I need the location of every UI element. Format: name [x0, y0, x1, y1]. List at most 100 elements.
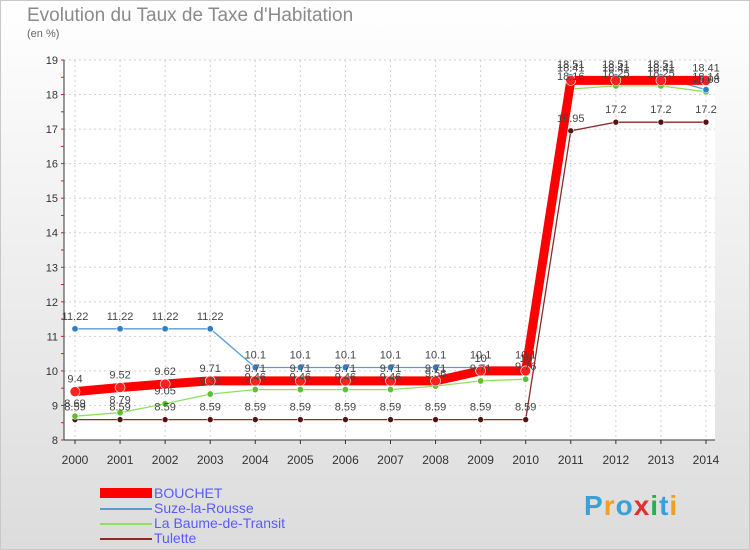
x-tick-label: 2011: [558, 453, 584, 467]
logo-letter: x: [633, 490, 651, 521]
data-label-la-baume-de-transit: 9.76: [515, 361, 536, 373]
data-label-tulette: 8.59: [470, 402, 491, 414]
data-label-suze-la-rousse: 18.51: [557, 59, 585, 71]
y-tick-label: 8: [52, 435, 58, 447]
data-point-tulette: [297, 416, 304, 423]
data-label-bouchet: 9.71: [425, 363, 446, 375]
data-label-bouchet: 9.71: [245, 363, 266, 375]
data-point-tulette: [522, 416, 530, 423]
data-label-suze-la-rousse: 11.22: [197, 311, 224, 323]
data-label-suze-la-rousse: 18.51: [602, 59, 630, 71]
data-point-suze-la-rousse: [341, 363, 349, 371]
data-label-suze-la-rousse: 10.1: [470, 349, 491, 361]
x-tick-label: 2005: [287, 453, 314, 467]
data-label-la-baume-de-transit: 9.71: [470, 363, 491, 375]
data-label-bouchet: 18.41: [557, 62, 585, 74]
legend-label-bouchet: BOUCHET: [154, 485, 223, 501]
legend-swatch-bouchet: [100, 488, 152, 498]
data-point-bouchet: [69, 386, 81, 397]
data-label-bouchet: 9.4: [67, 374, 82, 386]
data-label-la-baume-de-transit: 18.25: [602, 68, 630, 80]
data-label-suze-la-rousse: 11.22: [107, 311, 134, 323]
data-label-tulette: 17.2: [650, 104, 671, 116]
data-point-bouchet: [520, 365, 532, 377]
data-label-bouchet: 9.71: [335, 363, 356, 375]
data-point-la-baume-de-transit: [522, 375, 530, 383]
chart-title: Evolution du Taux de Taxe d'Habitation: [27, 5, 354, 26]
data-point-la-baume-de-transit: [206, 390, 214, 398]
data-point-bouchet: [204, 375, 216, 387]
data-label-suze-la-rousse: 10.1: [380, 349, 401, 361]
data-label-tulette: 8.59: [515, 402, 536, 414]
y-tick-label: 12: [46, 297, 58, 309]
data-point-suze-la-rousse: [71, 325, 79, 333]
y-tick-label: 11: [47, 331, 58, 343]
data-point-suze-la-rousse: [116, 325, 124, 333]
data-point-la-baume-de-transit: [161, 400, 169, 408]
data-label-bouchet: 10: [475, 353, 487, 365]
data-point-bouchet: [249, 375, 261, 387]
proxiti-logo: Proxiti: [584, 490, 678, 522]
y-tick-label: 18: [46, 90, 58, 102]
data-label-bouchet: 9.62: [154, 366, 175, 378]
x-tick-label: 2000: [62, 453, 89, 467]
data-label-suze-la-rousse: 11.22: [62, 311, 89, 323]
data-point-bouchet: [295, 375, 306, 387]
data-label-suze-la-rousse: 10.1: [290, 349, 311, 361]
data-point-la-baume-de-transit: [71, 412, 79, 420]
data-point-suze-la-rousse: [251, 363, 259, 371]
data-point-tulette: [161, 416, 169, 423]
data-point-la-baume-de-transit: [251, 386, 259, 394]
legend-swatch-suze-la-rousse: [100, 508, 152, 510]
data-label-la-baume-de-transit: 9.33: [200, 376, 221, 388]
x-tick-label: 2010: [512, 453, 539, 467]
data-label-la-baume-de-transit: 18.08: [692, 74, 720, 86]
data-label-bouchet: 9.71: [380, 363, 401, 375]
data-point-tulette: [432, 416, 439, 423]
x-tick-label: 2007: [377, 453, 404, 467]
data-point-tulette: [342, 416, 349, 423]
data-label-tulette: 8.59: [154, 402, 175, 414]
data-label-la-baume-de-transit: 9.46: [245, 372, 266, 384]
logo-letter: i: [650, 490, 660, 521]
data-point-tulette: [657, 118, 665, 126]
data-label-tulette: 8.59: [335, 402, 356, 414]
y-tick-label: 19: [46, 55, 58, 67]
data-point-suze-la-rousse: [296, 363, 304, 371]
data-point-suze-la-rousse: [432, 363, 440, 371]
logo-letter: i: [669, 490, 679, 521]
data-point-bouchet: [114, 382, 126, 393]
data-label-la-baume-de-transit: 18.25: [647, 68, 675, 80]
data-point-la-baume-de-transit: [341, 386, 349, 394]
data-label-bouchet: 9.52: [109, 369, 130, 381]
legend-label-la-baume-de-transit: La Baume-de-Transit: [154, 515, 285, 531]
data-point-bouchet: [159, 378, 171, 390]
data-point-tulette: [702, 118, 710, 126]
data-label-suze-la-rousse: 18.14: [692, 72, 720, 84]
y-tick-label: 10: [46, 366, 58, 378]
data-label-bouchet: 18.41: [692, 62, 720, 74]
data-point-tulette: [567, 127, 575, 135]
data-label-la-baume-de-transit: 8.79: [109, 395, 130, 407]
data-point-bouchet: [700, 75, 712, 86]
data-label-bouchet: 18.41: [602, 62, 630, 74]
logo-letter: o: [615, 490, 634, 521]
x-tick-label: 2008: [422, 453, 449, 467]
data-point-tulette: [477, 416, 484, 423]
data-label-bouchet: 9.71: [290, 363, 311, 375]
x-tick-label: 2004: [242, 453, 269, 467]
data-label-la-baume-de-transit: 9.56: [425, 368, 446, 380]
data-label-la-baume-de-transit: 9.46: [290, 372, 311, 384]
data-label-tulette: 8.59: [64, 402, 85, 414]
y-tick-label: 14: [46, 228, 58, 240]
legend-swatch-tulette: [100, 538, 152, 540]
logo-letter: r: [603, 490, 616, 521]
data-label-la-baume-de-transit: 9.46: [380, 372, 401, 384]
data-point-la-baume-de-transit: [116, 409, 124, 417]
data-label-suze-la-rousse: 10.1: [425, 349, 446, 361]
data-label-la-baume-de-transit: 18.16: [557, 71, 585, 83]
data-label-tulette: 17.2: [695, 104, 716, 116]
data-point-tulette: [387, 416, 394, 423]
data-label-tulette: 8.59: [425, 402, 446, 414]
